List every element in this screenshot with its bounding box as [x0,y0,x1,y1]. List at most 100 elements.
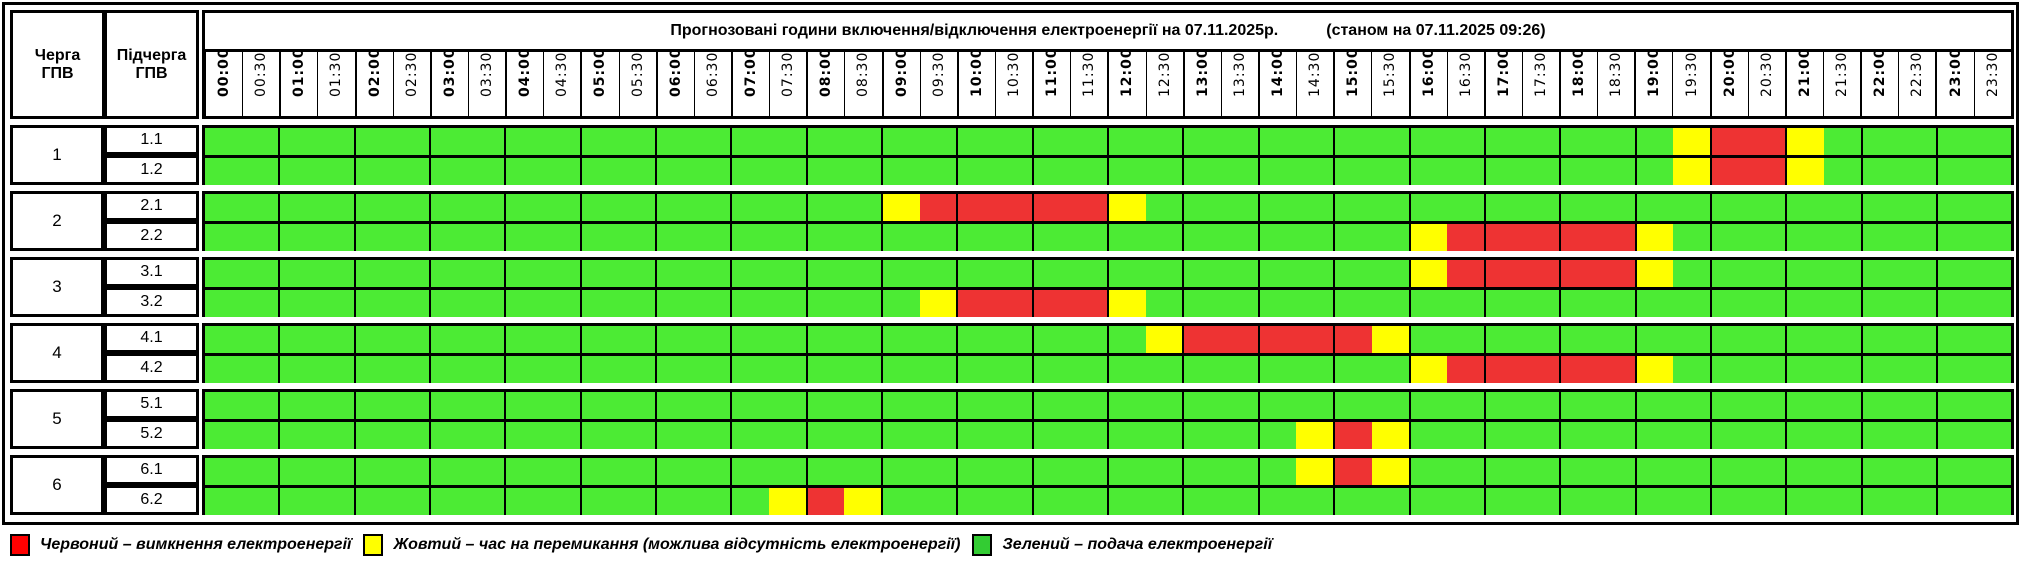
legend-yellow-swatch [363,534,384,556]
slot-on [769,422,806,449]
slot-on [1483,422,1523,449]
slot-off [1597,356,1635,383]
slot-on [1634,488,1674,515]
slot-switching [1785,128,1824,155]
slot-on [1031,392,1071,419]
slot-on [956,392,996,419]
slot-on [1709,488,1749,515]
slot-on [1221,458,1258,485]
slot-on [353,194,393,221]
slot-on [693,422,731,449]
slot-on [1899,488,1936,515]
time-label: 12:00 [1119,47,1136,97]
slot-switching [844,488,882,515]
queue-label: 6 [10,455,104,515]
slot-on [618,158,656,185]
time-label: 14:00 [1270,47,1286,97]
slot-on [353,422,393,449]
slot-on [1597,290,1635,317]
slot-on [1785,356,1824,383]
slot-off [1709,158,1749,185]
legend-green-swatch [972,534,993,556]
slot-on [1371,356,1409,383]
slot-on [805,458,845,485]
slot-switching [1408,224,1448,251]
slot-on [1634,326,1674,353]
slot-on [317,392,354,419]
slot-on [1748,392,1786,419]
slot-on [1257,194,1297,221]
slot-on [881,488,920,515]
queue-grid [202,191,2014,251]
slot-on [1823,128,1861,155]
slot-on [1221,422,1258,449]
slot-on [278,392,318,419]
queue-label: 1 [10,125,104,185]
slot-on [1785,326,1824,353]
time-header-cell: 01:30 [318,52,356,119]
time-label: 10:00 [968,47,985,97]
slot-on [1031,356,1071,383]
time-label: 19:00 [1646,47,1663,97]
slot-on [881,128,920,155]
slot-on [1333,356,1372,383]
slot-on [805,224,845,251]
slot-on [1333,224,1372,251]
slot-on [1408,392,1448,419]
slot-on [241,458,279,485]
slot-on [805,260,845,287]
time-header-cell: 21:00 [1785,47,1825,119]
slot-on [241,392,279,419]
slot-on [579,392,619,419]
slot-on [1559,194,1598,221]
slot-on [1257,488,1297,515]
time-header-cell: 20:00 [1710,47,1749,119]
queue-grid [202,125,2014,185]
slot-on [1522,158,1560,185]
slot-on [1597,392,1635,419]
slot-on [1447,458,1484,485]
slot-on [1483,326,1523,353]
time-header-cell: 16:30 [1448,52,1485,119]
slot-on [995,260,1032,287]
time-label: 23:30 [1984,51,2001,97]
legend-yellow-label: Жовтий – час на перемикання (можлива від… [393,536,961,553]
slot-switching [1408,356,1448,383]
slot-on [1031,422,1071,449]
slot-on [1785,224,1824,251]
slot-on [844,158,882,185]
subqueue-label: 5.2 [104,419,199,449]
slot-on [278,356,318,383]
slot-on [317,458,354,485]
slot-on [392,128,430,155]
slot-on [1257,224,1297,251]
slot-on [1145,290,1183,317]
slot-on [1182,158,1222,185]
time-label: 09:00 [893,47,910,97]
slot-on [317,326,354,353]
time-label: 04:00 [517,47,534,97]
slot-on [844,128,882,155]
slot-on [278,326,318,353]
slot-on [1974,392,2012,419]
time-header-cell: 09:30 [921,52,958,119]
time-label: 20:00 [1721,47,1738,97]
slot-on [543,224,580,251]
slot-off [1597,260,1635,287]
slot-on [1107,224,1146,251]
slot-on [353,326,393,353]
slot-on [1031,224,1071,251]
slot-on [1860,260,1900,287]
slot-on [1748,326,1786,353]
slot-on [1935,326,1975,353]
slot-on [1333,290,1372,317]
slot-on [1709,422,1749,449]
slot-on [392,224,430,251]
slot-on [1333,194,1372,221]
slot-on [1974,422,2012,449]
slot-on [1597,326,1635,353]
slot-on [1221,356,1258,383]
slot-on [1559,326,1598,353]
slot-on [769,326,806,353]
time-header-cell: 13:30 [1222,52,1259,119]
